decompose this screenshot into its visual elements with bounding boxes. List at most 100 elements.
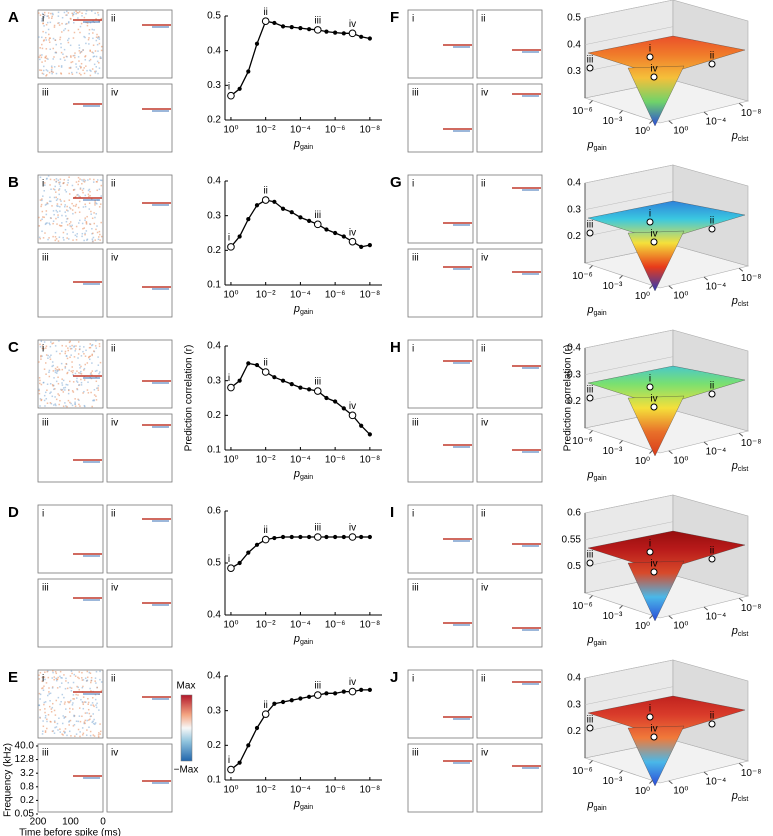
strf-noise bbox=[61, 384, 64, 386]
strf-noise bbox=[89, 223, 92, 226]
point-label: ii bbox=[710, 711, 714, 722]
x-tick-label: 10⁰ bbox=[223, 290, 238, 301]
strf-panel: i bbox=[37, 669, 104, 739]
data-point bbox=[254, 542, 260, 547]
yticks-label: 10⁰ bbox=[673, 785, 688, 796]
data-point bbox=[367, 36, 372, 41]
point-label: i bbox=[649, 704, 651, 715]
strf-noise bbox=[57, 376, 59, 379]
strf-noise bbox=[72, 381, 75, 383]
strf-noise bbox=[75, 697, 78, 699]
strf-noise bbox=[83, 353, 85, 355]
strf-noise bbox=[79, 405, 81, 407]
strf-noise bbox=[82, 187, 85, 190]
data-point bbox=[333, 534, 338, 540]
strf-noise bbox=[59, 225, 62, 227]
data-point bbox=[280, 534, 286, 540]
strf-label: iii bbox=[412, 88, 419, 99]
strf-noise bbox=[43, 190, 45, 192]
y-tick-label: 0.4 bbox=[207, 610, 221, 621]
strf-noise bbox=[56, 203, 59, 205]
surface-point bbox=[650, 238, 658, 246]
strf-y-tick-label: 40.0 bbox=[15, 741, 35, 752]
strf-noise bbox=[58, 193, 60, 196]
strf-noise bbox=[94, 50, 97, 52]
xticks-mark bbox=[649, 615, 653, 619]
strf-noise bbox=[49, 178, 52, 181]
data-point bbox=[306, 27, 312, 32]
strf-noise bbox=[74, 675, 77, 677]
panel-letter: C bbox=[8, 339, 19, 356]
yticks-mark bbox=[738, 102, 744, 107]
strf-noise bbox=[62, 391, 65, 393]
data-point bbox=[341, 406, 346, 411]
strf-noise bbox=[90, 210, 92, 213]
strf-noise bbox=[75, 10, 77, 13]
strf-box bbox=[476, 413, 543, 483]
strf-noise bbox=[73, 346, 75, 348]
strf-x-label: Time before spike (ms) bbox=[19, 828, 121, 836]
strf-noise bbox=[42, 687, 44, 689]
strf-noise bbox=[79, 367, 81, 369]
strf-panel: ii bbox=[476, 669, 543, 739]
strf-noise bbox=[90, 681, 92, 684]
z-grid bbox=[584, 0, 674, 19]
strf-noise bbox=[55, 238, 58, 240]
strf-noise bbox=[75, 66, 78, 68]
strf-label: iii bbox=[42, 418, 49, 429]
strf-noise bbox=[43, 703, 45, 706]
strf-noise bbox=[41, 72, 44, 75]
strf-noise bbox=[59, 185, 62, 187]
strf-noise bbox=[89, 687, 91, 690]
strf-noise bbox=[80, 51, 82, 53]
strf-noise bbox=[76, 685, 78, 688]
strf-noise bbox=[39, 69, 41, 71]
xticks-label: 10⁰ bbox=[635, 126, 650, 137]
strf-noise bbox=[83, 16, 86, 19]
strf-noise bbox=[82, 180, 85, 182]
x-axis-label: pgain bbox=[586, 304, 606, 317]
strf-noise bbox=[48, 41, 51, 43]
strf-noise bbox=[67, 29, 70, 32]
data-point bbox=[280, 378, 286, 383]
strf-noise bbox=[92, 55, 95, 58]
data-point bbox=[341, 234, 346, 239]
strf-noise bbox=[87, 381, 89, 383]
strf-noise bbox=[80, 67, 82, 69]
highlight-point bbox=[313, 220, 322, 229]
strf-noise bbox=[63, 29, 65, 32]
strf-noise bbox=[86, 239, 88, 241]
strf-noise bbox=[95, 66, 97, 68]
strf-label: i bbox=[42, 179, 44, 190]
strf-noise bbox=[71, 224, 73, 227]
strf-noise bbox=[77, 686, 79, 689]
strf-noise bbox=[75, 181, 78, 183]
strf-noise bbox=[71, 361, 73, 363]
strf-noise bbox=[84, 677, 87, 679]
data-point bbox=[306, 387, 312, 392]
strf-noise bbox=[89, 730, 92, 733]
surface-dip bbox=[627, 395, 685, 457]
strf-noise bbox=[43, 341, 46, 343]
strf-noise bbox=[86, 729, 88, 731]
strf-noise bbox=[64, 728, 67, 730]
strf-noise bbox=[71, 202, 73, 205]
strf-noise bbox=[63, 181, 65, 184]
surface-dip bbox=[627, 230, 685, 292]
strf-box bbox=[407, 339, 474, 409]
strf-noise bbox=[55, 209, 58, 212]
strf-noise bbox=[51, 12, 54, 15]
yticks-label: 10⁻⁴ bbox=[706, 117, 727, 128]
x-tick-label: 10⁰ bbox=[223, 455, 238, 466]
strf-noise bbox=[64, 59, 66, 61]
strf-noise bbox=[57, 729, 59, 731]
strf-noise bbox=[47, 238, 49, 241]
strf-noise bbox=[91, 370, 94, 372]
strf-noise bbox=[54, 371, 57, 374]
data-point bbox=[237, 378, 242, 383]
strf-noise bbox=[69, 221, 72, 223]
strf-noise bbox=[55, 217, 57, 220]
strf-noise bbox=[65, 708, 67, 710]
strf-label: ii bbox=[111, 344, 115, 355]
strf-noise bbox=[53, 179, 56, 181]
